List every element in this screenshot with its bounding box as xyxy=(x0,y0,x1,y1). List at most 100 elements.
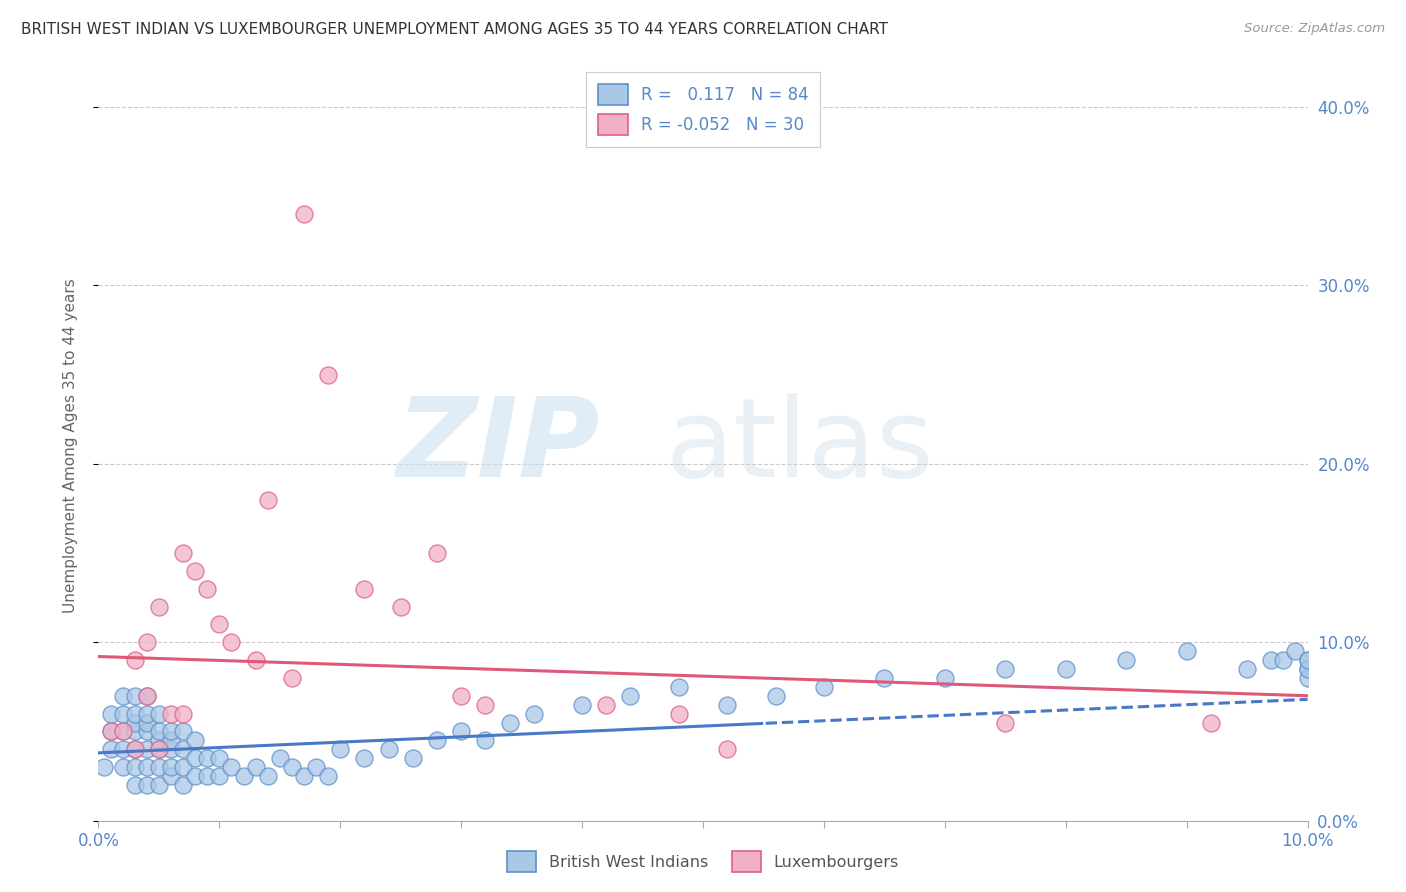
Point xyxy=(934,671,956,685)
Point xyxy=(135,778,157,792)
Point xyxy=(450,689,472,703)
Point xyxy=(1236,662,1258,676)
Point xyxy=(160,724,183,739)
Point xyxy=(148,742,170,756)
Point xyxy=(716,742,738,756)
Point xyxy=(124,715,146,730)
Point xyxy=(160,769,183,783)
Point xyxy=(1199,715,1222,730)
Point xyxy=(184,564,207,578)
Point xyxy=(523,706,546,721)
Point xyxy=(208,617,231,632)
Point xyxy=(1296,653,1319,667)
Legend: British West Indians, Luxembourgers: British West Indians, Luxembourgers xyxy=(499,843,907,880)
Point xyxy=(1260,653,1282,667)
Point xyxy=(305,760,328,774)
Point xyxy=(994,715,1017,730)
Point xyxy=(195,582,218,596)
Point xyxy=(402,751,425,765)
Point xyxy=(148,599,170,614)
Point xyxy=(135,715,157,730)
Point xyxy=(172,724,194,739)
Point xyxy=(208,769,231,783)
Point xyxy=(450,724,472,739)
Text: ZIP: ZIP xyxy=(396,392,600,500)
Point xyxy=(1296,653,1319,667)
Point xyxy=(160,706,183,721)
Point xyxy=(668,706,690,721)
Point xyxy=(1296,671,1319,685)
Point xyxy=(353,582,375,596)
Point xyxy=(135,689,157,703)
Point xyxy=(281,760,304,774)
Point xyxy=(595,698,617,712)
Point xyxy=(994,662,1017,676)
Point xyxy=(100,706,122,721)
Point xyxy=(148,706,170,721)
Point xyxy=(256,769,278,783)
Point xyxy=(195,769,218,783)
Point xyxy=(148,733,170,747)
Point xyxy=(160,742,183,756)
Point xyxy=(148,760,170,774)
Point xyxy=(377,742,399,756)
Point xyxy=(135,760,157,774)
Point xyxy=(100,724,122,739)
Point xyxy=(100,724,122,739)
Point xyxy=(1175,644,1198,658)
Point xyxy=(245,653,267,667)
Text: Source: ZipAtlas.com: Source: ZipAtlas.com xyxy=(1244,22,1385,36)
Point xyxy=(172,546,194,560)
Point xyxy=(93,760,115,774)
Point xyxy=(1115,653,1137,667)
Point xyxy=(148,724,170,739)
Point xyxy=(292,207,315,221)
Point xyxy=(124,742,146,756)
Point xyxy=(269,751,291,765)
Point xyxy=(124,760,146,774)
Point xyxy=(111,724,134,739)
Point xyxy=(389,599,412,614)
Point xyxy=(1296,662,1319,676)
Point xyxy=(426,733,449,747)
Point xyxy=(245,760,267,774)
Point xyxy=(474,698,496,712)
Point xyxy=(184,769,207,783)
Point xyxy=(571,698,593,712)
Point xyxy=(195,751,218,765)
Point xyxy=(111,742,134,756)
Point xyxy=(135,635,157,649)
Point xyxy=(148,742,170,756)
Point xyxy=(148,778,170,792)
Point xyxy=(221,760,243,774)
Point xyxy=(172,742,194,756)
Point xyxy=(474,733,496,747)
Point xyxy=(619,689,641,703)
Point xyxy=(232,769,254,783)
Point xyxy=(256,492,278,507)
Point xyxy=(498,715,520,730)
Text: BRITISH WEST INDIAN VS LUXEMBOURGER UNEMPLOYMENT AMONG AGES 35 TO 44 YEARS CORRE: BRITISH WEST INDIAN VS LUXEMBOURGER UNEM… xyxy=(21,22,889,37)
Point xyxy=(172,778,194,792)
Point xyxy=(172,760,194,774)
Point xyxy=(135,706,157,721)
Point xyxy=(135,742,157,756)
Point xyxy=(1054,662,1077,676)
Point xyxy=(124,778,146,792)
Point xyxy=(316,368,339,382)
Point xyxy=(184,733,207,747)
Point xyxy=(124,742,146,756)
Point xyxy=(1284,644,1306,658)
Point xyxy=(765,689,787,703)
Point xyxy=(124,653,146,667)
Point xyxy=(111,724,134,739)
Legend: R =   0.117   N = 84, R = -0.052   N = 30: R = 0.117 N = 84, R = -0.052 N = 30 xyxy=(586,72,820,146)
Point xyxy=(160,733,183,747)
Point xyxy=(160,760,183,774)
Point xyxy=(100,742,122,756)
Point xyxy=(353,751,375,765)
Point xyxy=(124,689,146,703)
Point xyxy=(124,706,146,721)
Text: atlas: atlas xyxy=(665,392,934,500)
Point xyxy=(111,706,134,721)
